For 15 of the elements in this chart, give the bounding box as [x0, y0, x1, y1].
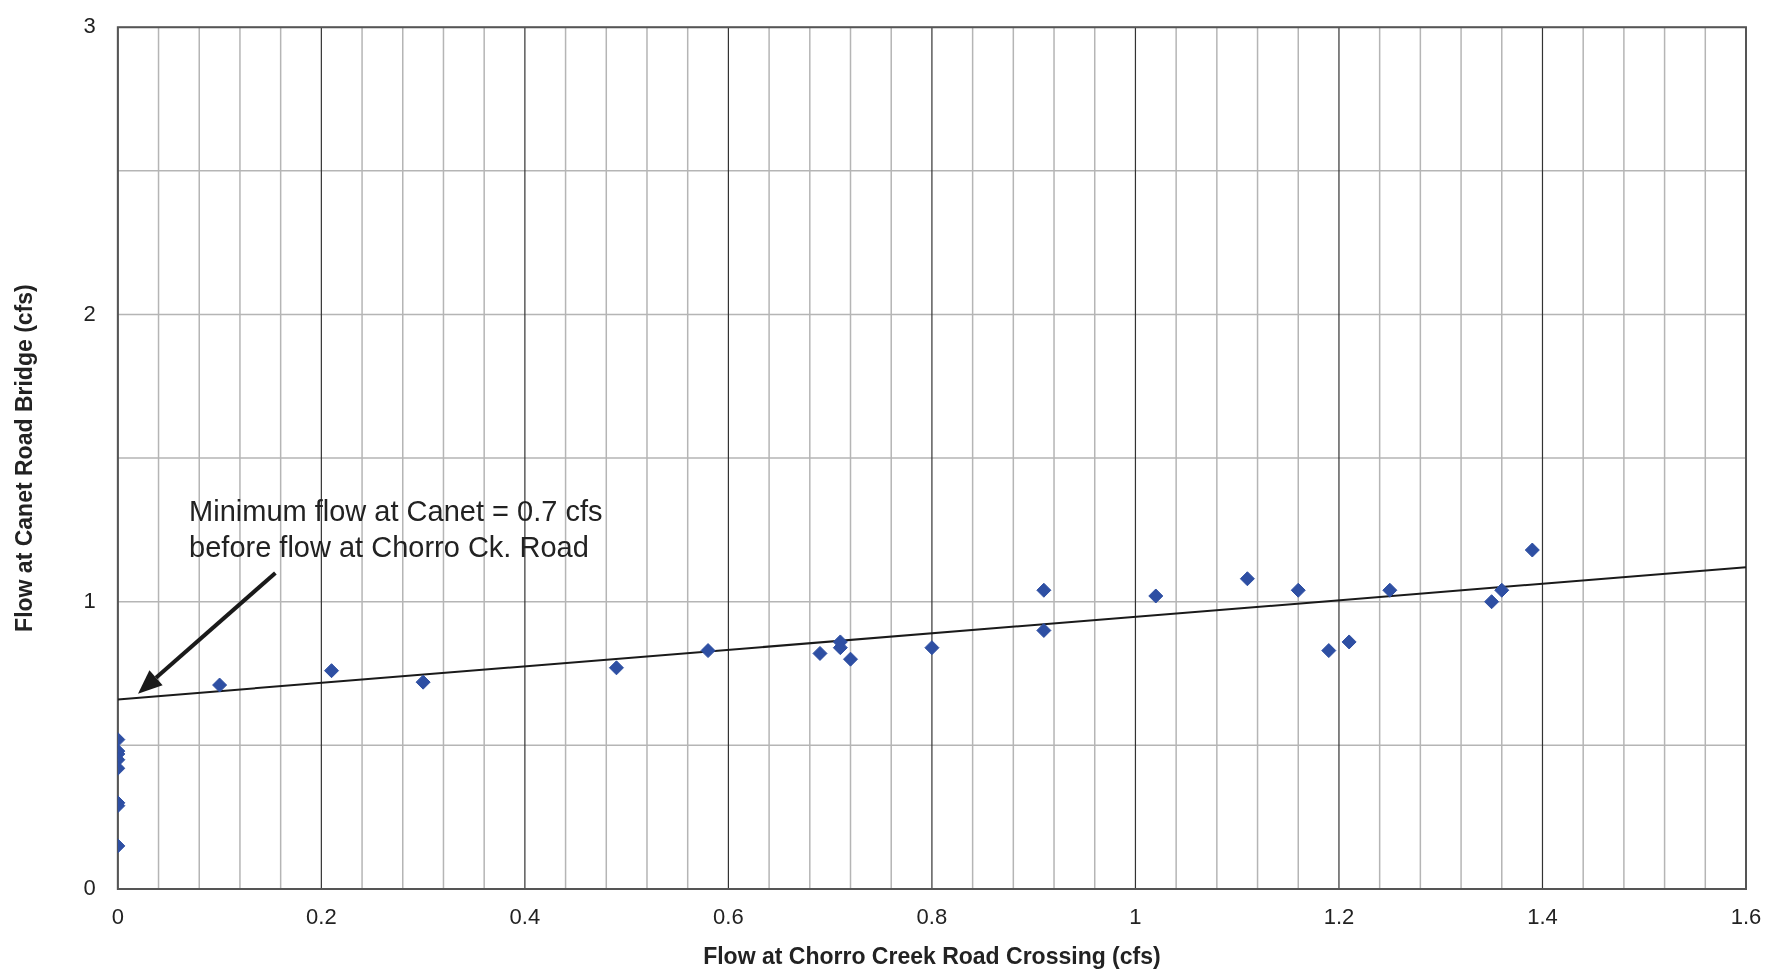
x-axis-title: Flow at Chorro Creek Road Crossing (cfs): [703, 942, 1161, 969]
y-tick-label: 2: [83, 300, 96, 326]
x-tick-label: 0.2: [306, 904, 337, 930]
x-tick-label: 1: [1129, 904, 1142, 930]
y-axis-title: Flow at Canet Road Bridge (cfs): [11, 284, 38, 632]
x-tick-label: 1.4: [1527, 904, 1558, 930]
x-tick-label: 1.6: [1730, 904, 1762, 930]
y-tick-label: 3: [83, 13, 96, 39]
y-tick-label: 1: [83, 587, 96, 613]
x-tick-label: 1.2: [1323, 904, 1355, 930]
x-tick-label: 0.4: [509, 904, 541, 930]
x-tick-label: 0: [111, 904, 124, 930]
x-tick-label: 0.6: [713, 904, 744, 930]
y-tick-label: 0: [83, 875, 96, 901]
x-tick-label: 0.8: [916, 904, 948, 930]
